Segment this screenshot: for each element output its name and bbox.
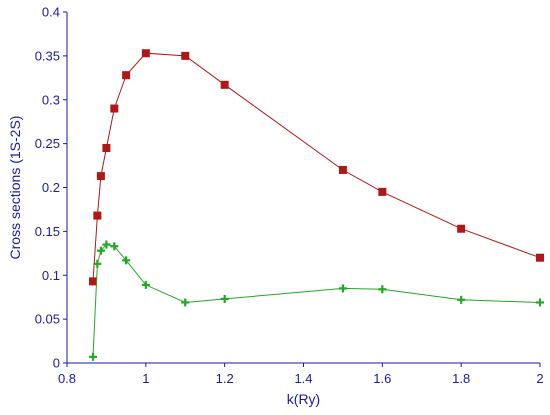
series-2 [89,240,544,361]
data-point-square [457,224,466,233]
axes [66,12,540,364]
data-point-plus [338,284,347,293]
y-tick-label: 0.05 [35,312,60,327]
series-layer [89,49,544,361]
y-tick-label: 0 [53,356,60,371]
data-point-square [93,211,102,220]
data-point-plus [102,240,111,249]
data-point-square [122,71,131,80]
y-tick-label: 0.2 [42,180,60,195]
data-point-square [378,187,387,196]
x-tick-label: 1 [142,371,149,386]
x-tick-label: 1.4 [294,371,312,386]
x-tick-label: 2 [536,371,543,386]
data-point-square [181,51,190,60]
data-point-square [89,277,98,286]
y-axis-title: Cross sections (1S-2S) [7,116,23,260]
series-2-line [92,243,541,357]
data-point-plus [378,285,387,294]
x-tick-label: 1.2 [216,371,234,386]
data-point-plus [457,295,466,304]
x-axis-ticks: 0.8 1 1.2 1.4 1.6 1.8 2 [58,363,544,386]
x-axis-title: k(Ry) [287,391,320,407]
x-tick-label: 0.8 [58,371,76,386]
data-point-square [96,172,105,181]
data-point-plus [220,294,229,303]
y-tick-label: 0.15 [35,224,60,239]
y-tick-label: 0.25 [35,136,60,151]
data-point-square [110,104,119,113]
y-tick-label: 0.4 [42,5,60,20]
y-axis-ticks: 0 0.05 0.1 0.15 0.2 0.25 0.3 0.35 0.4 [35,5,67,371]
data-point-square [141,49,150,58]
data-point-plus [110,242,119,251]
x-tick-label: 1.8 [452,371,470,386]
y-tick-label: 0.35 [35,48,60,63]
data-point-square [338,165,347,174]
data-point-plus [96,246,105,255]
data-point-plus [122,256,131,265]
data-point-square [220,80,229,89]
x-tick-label: 1.6 [373,371,391,386]
series-1-line [92,52,541,282]
data-point-plus [93,259,102,268]
data-point-plus [181,298,190,307]
data-point-plus [141,280,150,289]
data-point-square [102,144,111,153]
data-point-plus [536,298,544,307]
y-tick-label: 0.1 [42,268,60,283]
y-tick-label: 0.3 [42,92,60,107]
series-1 [89,49,544,286]
data-point-plus [89,352,98,361]
data-point-square [536,253,544,262]
